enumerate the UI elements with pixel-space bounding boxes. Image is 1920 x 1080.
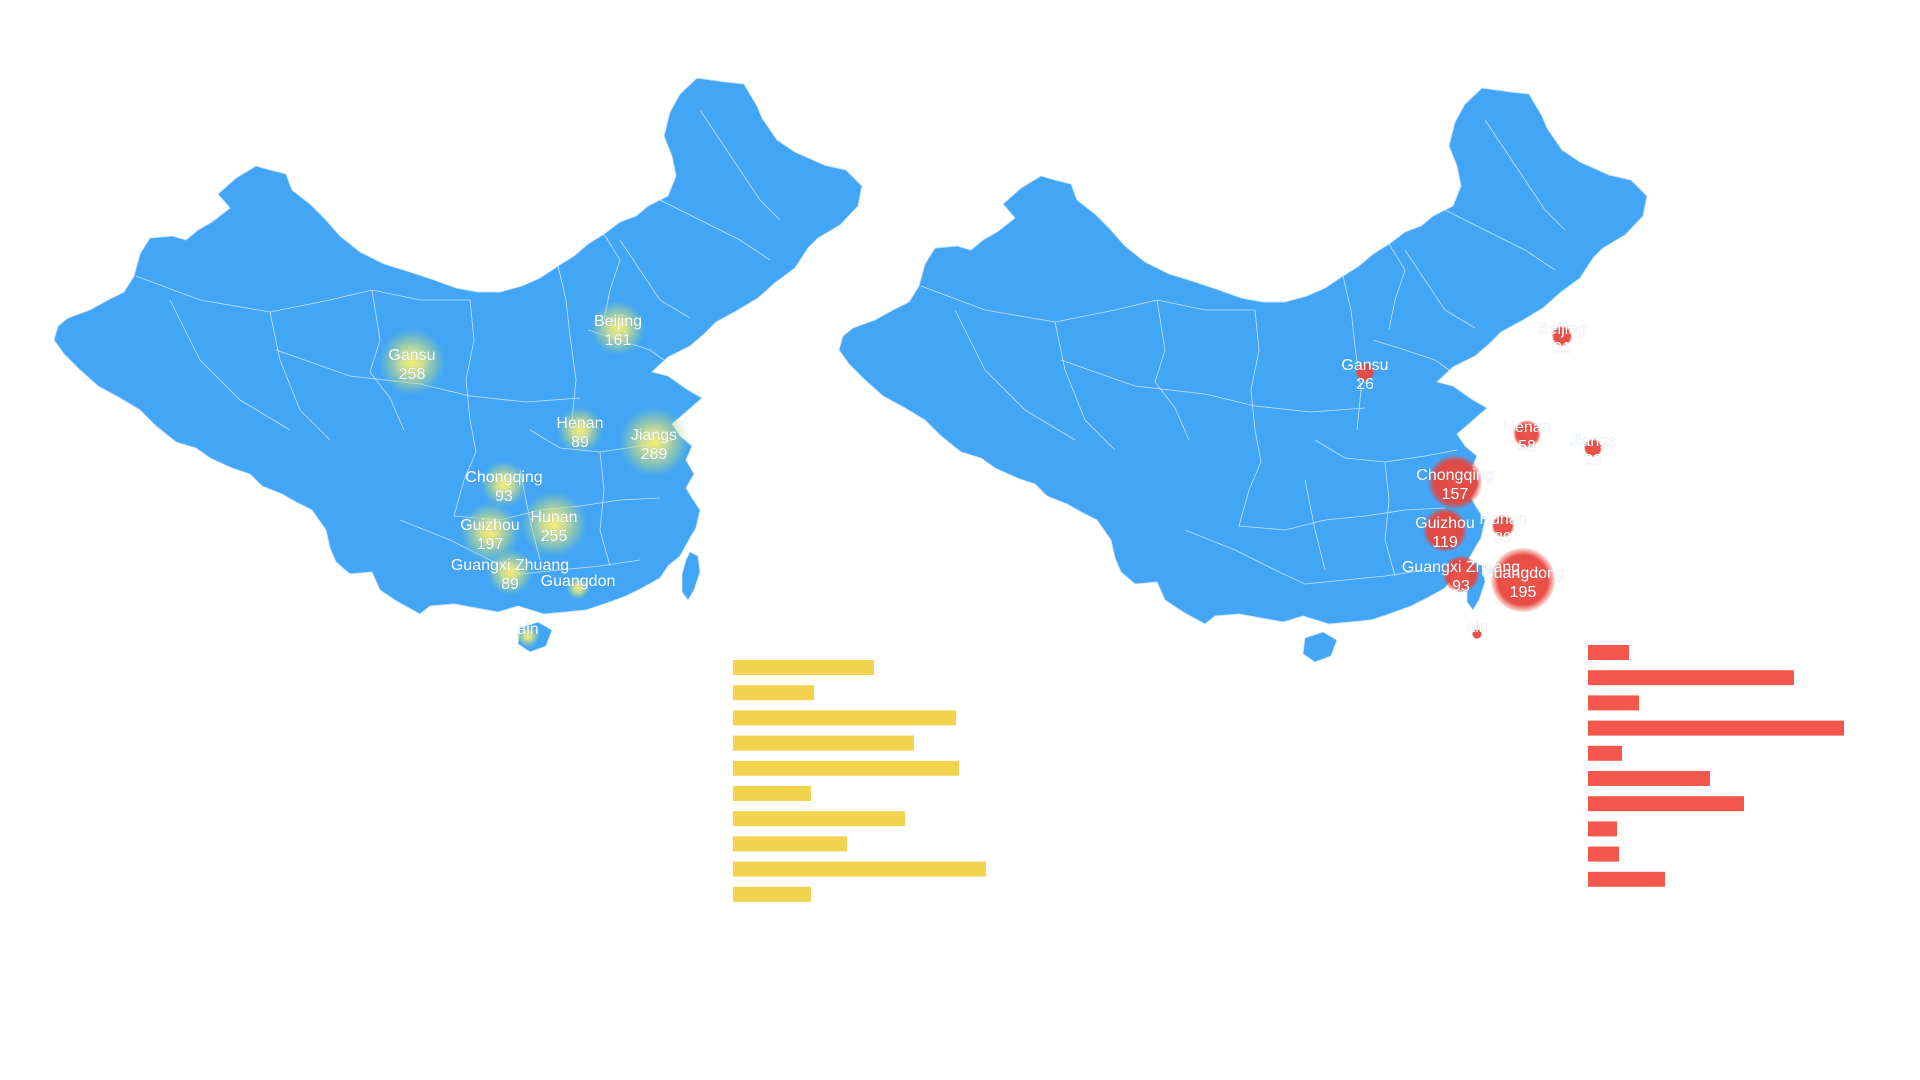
label-value-hunan: 39 (1494, 530, 1512, 547)
label-name-beijing: Beijing (594, 313, 642, 330)
label-name-guangdong: Guangdon (541, 573, 616, 590)
label-value-guangdong: 195 (1510, 584, 1537, 601)
bar-left-1 (733, 660, 874, 675)
bubble-hainan (1472, 629, 1482, 639)
heat-point-chongqing (480, 460, 528, 508)
label-value-hunan: 255 (541, 528, 568, 545)
province-borders-right (920, 119, 1566, 585)
labels-right: Gansu 26 Beijing 31 Henan 58 Jiangs 23 Chongqing… (1341, 321, 1616, 637)
bar-left-5 (733, 760, 959, 776)
label-name-hunan: Hunan (1479, 511, 1526, 528)
label-name-hainan: ain (1466, 619, 1487, 636)
label-value-gansu: 26 (1356, 376, 1374, 393)
hainan-right (1302, 631, 1338, 663)
label-name-gansu: Gansu (388, 347, 435, 364)
bubble-hunan (1491, 514, 1515, 538)
china-map-right: Gansu 26 Beijing 31 Henan 58 Jiangs 23 Chongqing… (838, 87, 1648, 663)
label-name-chongqing: Chongqing (1416, 467, 1493, 484)
labels-left: Gansu 258 Beijing 161 Henan 89 Jiangs 289 Chongq… (388, 313, 677, 639)
bar-right-3 (1588, 695, 1639, 711)
bar-left-8 (733, 836, 847, 852)
bar-right-2 (1588, 670, 1794, 686)
heat-point-jiangsu (618, 406, 690, 478)
label-name-guangxi-zhuang: Guangxi Zhuang (451, 557, 569, 574)
bar-left-9 (733, 861, 986, 877)
label-name-hunan: Hunan (530, 509, 577, 526)
bar-left-6 (733, 786, 811, 801)
bar-list-left (733, 660, 986, 902)
heat-point-guizhou (459, 501, 521, 563)
label-name-henan: Henan (1503, 419, 1550, 436)
bar-right-8 (1588, 821, 1617, 837)
label-value-guizhou: 119 (1432, 534, 1458, 551)
taiwan-left (681, 551, 701, 601)
china-mainland-left (53, 77, 863, 615)
bubble-jiangsu (1583, 438, 1603, 458)
bar-right-6 (1588, 771, 1710, 786)
label-name-chongqing: Chongqing (465, 469, 542, 486)
china-mainland-right (838, 87, 1648, 625)
label-value-jiangsu: 23 (1584, 452, 1602, 469)
bubble-points-right (1355, 325, 1603, 639)
bar-right-1 (1588, 645, 1629, 660)
heat-point-guangdong (566, 576, 590, 600)
label-name-guangxi-zhuang: Guangxi Zhuang (1402, 559, 1520, 576)
bar-right-9 (1588, 846, 1619, 862)
heat-point-beijing (589, 299, 647, 357)
label-name-beijing: Beijing (1538, 321, 1586, 338)
label-name-guizhou: Guizhou (1415, 515, 1475, 532)
label-value-guangxi-zhuang: 89 (501, 576, 519, 593)
label-name-jiangsu: Jiangs (631, 427, 677, 444)
heat-point-guangxi-zhuang (486, 548, 534, 596)
heat-point-gansu (377, 327, 447, 397)
bubble-guangxi-zhuang (1442, 555, 1480, 593)
label-value-guizhou: 197 (477, 536, 504, 553)
label-value-beijing: 31 (1553, 340, 1571, 357)
bar-left-7 (733, 811, 905, 827)
bubble-guangdong (1491, 548, 1555, 612)
label-value-beijing: 161 (605, 332, 632, 349)
heat-point-henan (556, 406, 604, 454)
bar-left-10 (733, 886, 811, 902)
china-map-left: Gansu 258 Beijing 161 Henan 89 Jiangs 289 Chongq… (53, 77, 986, 902)
heat-points-left (377, 299, 690, 648)
bar-left-4 (733, 735, 914, 751)
label-name-guizhou: Guizhou (460, 517, 520, 534)
heat-point-hunan (520, 490, 588, 558)
bar-left-3 (733, 710, 956, 726)
label-value-chongqing: 157 (1442, 486, 1469, 503)
label-name-henan: Henan (556, 415, 603, 432)
bubble-henan (1513, 420, 1541, 448)
bar-left-2 (733, 685, 814, 701)
label-value-gansu: 258 (399, 366, 426, 383)
label-value-guangxi-zhuang: 93 (1452, 578, 1470, 595)
label-value-henan: 58 (1518, 438, 1536, 455)
bubble-gansu (1355, 362, 1375, 382)
bar-list-right (1588, 645, 1844, 887)
bubble-guizhou (1423, 508, 1467, 552)
label-value-chongqing: 93 (495, 488, 513, 505)
label-name-guangdong: Guangdong (1481, 565, 1565, 582)
label-name-jiangsu: Jiangs (1570, 433, 1616, 450)
label-name-gansu: Gansu (1341, 357, 1388, 374)
label-value-henan: 89 (571, 434, 589, 451)
bubble-chongqing (1428, 455, 1482, 509)
bar-right-4 (1588, 720, 1844, 736)
label-value-jiangsu: 289 (641, 446, 668, 463)
bar-right-10 (1588, 871, 1665, 887)
bar-right-5 (1588, 745, 1622, 761)
label-name-hainan: ain (517, 621, 538, 638)
bubble-beijing (1551, 325, 1573, 347)
bar-right-7 (1588, 796, 1744, 812)
heat-point-hainan (516, 624, 540, 648)
